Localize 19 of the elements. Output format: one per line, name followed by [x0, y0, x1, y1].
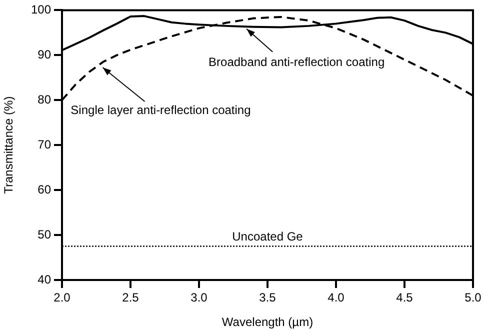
y-tick-label: 90 [38, 47, 52, 62]
y-axis-title: Transmittance (%) [2, 96, 16, 194]
annotation: Broadband anti-reflection coating [208, 55, 385, 70]
x-tick-label: 2.0 [54, 290, 71, 305]
y-tick-label: 60 [38, 182, 52, 196]
x-tick-label: 2.5 [122, 290, 140, 305]
y-tick-label: 50 [38, 227, 52, 242]
y-tick-label: 40 [38, 272, 52, 286]
x-tick-label: 4.5 [396, 290, 414, 305]
x-tick-label: 3.0 [190, 290, 208, 305]
x-tick-label: 5.0 [464, 290, 482, 305]
annotation: Single layer anti-reflection coating [70, 102, 251, 117]
x-axis-title: Wavelength (µm) [222, 315, 314, 330]
x-tick-label: 4.0 [328, 290, 345, 305]
y-tick-label: 70 [38, 137, 52, 152]
annotation: Uncoated Ge [232, 230, 304, 244]
y-tick-label: 100 [30, 2, 52, 17]
x-tick-label: 3.5 [259, 290, 276, 305]
y-tick-label: 80 [38, 92, 52, 106]
